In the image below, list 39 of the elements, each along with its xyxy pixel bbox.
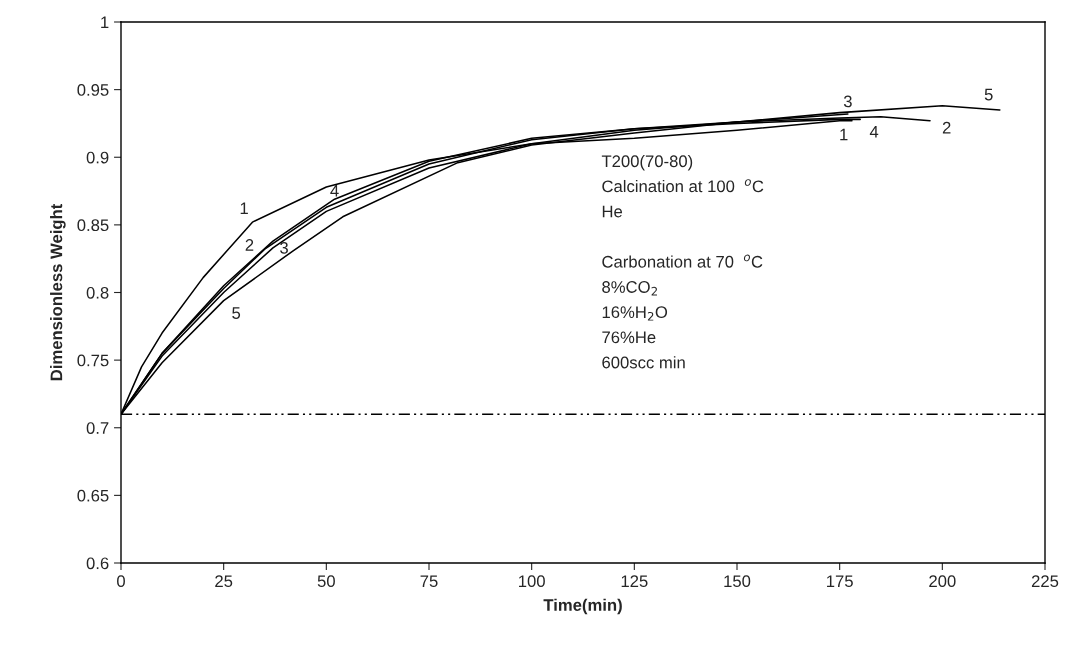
annotation: 3 (843, 95, 852, 108)
y-tick-label: 0.95 (77, 84, 109, 96)
y-tick-label: 0.8 (86, 286, 109, 299)
annotation: 600scc min (602, 356, 685, 369)
x-tick-label: 100 (519, 575, 545, 588)
y-tick-label: 0.65 (77, 489, 109, 502)
annotation: T200(70-80) (601, 154, 693, 171)
y-tick-label: 0.9 (86, 151, 109, 164)
x-tick-label: 125 (621, 575, 648, 588)
annotation: 76%He (602, 331, 656, 344)
x-tick-label: 200 (929, 575, 956, 588)
annotation: 1 (240, 202, 248, 214)
y-tick-label: 1 (101, 16, 109, 29)
annotation: 5 (984, 88, 993, 101)
y-tick-label: 0.6 (86, 557, 109, 570)
y-tick-label: 0.75 (77, 354, 109, 367)
annotation: 3 (280, 241, 288, 254)
x-tick-label: 150 (724, 575, 751, 588)
x-tick-label: 0 (117, 575, 125, 588)
x-tick-label: 25 (215, 575, 233, 588)
y-tick-label: 0.85 (77, 219, 109, 232)
annotation: Carbonation at 70 $^{o}$C (602, 254, 763, 268)
annotation: 1 (840, 128, 848, 141)
x-tick-label: 175 (827, 575, 853, 588)
annotation: 2 (942, 121, 951, 134)
annotation: He (602, 205, 623, 218)
annotation: Calcination at 100 $^{o}$C (602, 179, 764, 193)
annotation: 5 (232, 307, 241, 319)
y-axis-title: Dimensionless Weight (50, 203, 66, 381)
annotation: 16%H$_{2}$O (602, 306, 668, 321)
x-tick-label: 225 (1031, 575, 1059, 588)
annotation: 2 (245, 239, 254, 251)
annotation: 8%CO$_{2}$ (602, 281, 657, 296)
annotation: 4 (330, 185, 339, 197)
x-tick-label: 75 (420, 575, 438, 588)
x-axis-title: Time(min) (543, 598, 622, 615)
annotation: 4 (869, 126, 879, 138)
x-tick-label: 50 (317, 575, 335, 588)
y-tick-label: 0.7 (86, 422, 109, 434)
